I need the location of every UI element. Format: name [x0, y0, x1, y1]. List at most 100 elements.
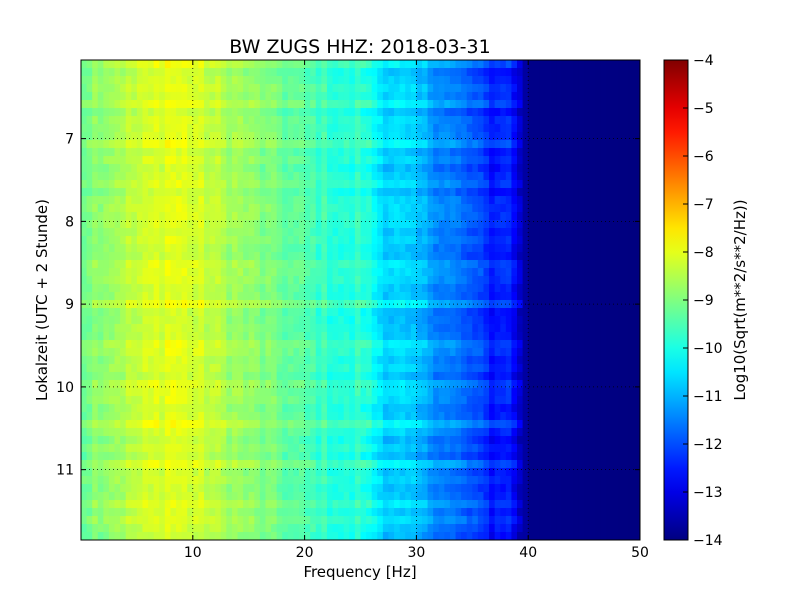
heatmap-cell [159, 212, 166, 221]
heatmap-cell [243, 220, 250, 229]
heatmap-cell [338, 348, 345, 357]
heatmap-cell [438, 196, 445, 205]
heatmap-cell [248, 228, 255, 237]
heatmap-cell [310, 84, 317, 93]
heatmap-cell [522, 396, 529, 405]
heatmap-cell [617, 324, 624, 333]
heatmap-cell [131, 340, 138, 349]
heatmap-cell [612, 76, 619, 85]
heatmap-cell [282, 76, 289, 85]
heatmap-cell [449, 388, 457, 397]
heatmap-cell [321, 156, 328, 165]
heatmap-cell [517, 388, 524, 397]
heatmap-cell [299, 68, 306, 77]
heatmap-cell [561, 76, 568, 85]
heatmap-cell [125, 140, 132, 149]
heatmap-cell [326, 284, 334, 293]
heatmap-cell [572, 332, 580, 341]
heatmap-cell [321, 204, 328, 213]
heatmap-cell [343, 60, 350, 69]
heatmap-cell [366, 92, 373, 101]
heatmap-cell [103, 92, 110, 101]
heatmap-cell [421, 228, 429, 237]
heatmap-cell [108, 260, 116, 269]
heatmap-cell [226, 292, 233, 301]
heatmap-cell [394, 332, 401, 341]
heatmap-cell [159, 244, 166, 253]
heatmap-cell [595, 164, 602, 173]
heatmap-cell [466, 452, 473, 461]
heatmap-cell [299, 340, 306, 349]
heatmap-cell [354, 164, 362, 173]
heatmap-cell [494, 332, 501, 341]
heatmap-cell [321, 452, 328, 461]
heatmap-cell [215, 236, 222, 245]
heatmap-cell [628, 172, 636, 181]
heatmap-cell [164, 164, 172, 173]
heatmap-cell [433, 452, 440, 461]
heatmap-cell [522, 324, 529, 333]
heatmap-cell [494, 412, 501, 421]
heatmap-cell [159, 156, 166, 165]
heatmap-cell [304, 396, 311, 405]
heatmap-cell [321, 436, 328, 445]
heatmap-cell [315, 60, 322, 69]
heatmap-cell [220, 140, 227, 149]
heatmap-cell [455, 172, 462, 181]
heatmap-cell [310, 284, 317, 293]
heatmap-cell [466, 244, 473, 253]
heatmap-cell [254, 180, 261, 189]
heatmap-cell [561, 156, 568, 165]
heatmap-cell [421, 196, 429, 205]
heatmap-cell [315, 292, 322, 301]
heatmap-cell [544, 148, 552, 157]
heatmap-cell [226, 148, 233, 157]
heatmap-cell [192, 388, 199, 397]
heatmap-cell [567, 108, 574, 117]
heatmap-cell [332, 292, 339, 301]
heatmap-cell [103, 420, 110, 429]
heatmap-cell [243, 156, 250, 165]
heatmap-cell [623, 292, 630, 301]
heatmap-cell [472, 260, 479, 269]
heatmap-cell [142, 172, 149, 181]
heatmap-cell [338, 60, 345, 69]
heatmap-cell [433, 212, 440, 221]
heatmap-cell [276, 180, 283, 189]
heatmap-cell [170, 76, 177, 85]
heatmap-cell [472, 76, 479, 85]
heatmap-cell [600, 116, 608, 125]
heatmap-cell [360, 356, 367, 365]
heatmap-cell [584, 212, 591, 221]
heatmap-cell [220, 84, 227, 93]
heatmap-cell [276, 372, 283, 381]
heatmap-cell [136, 180, 144, 189]
heatmap-cell [494, 388, 501, 397]
heatmap-cell [472, 148, 479, 157]
heatmap-cell [628, 444, 636, 453]
heatmap-cell [572, 188, 580, 197]
heatmap-cell [617, 292, 624, 301]
heatmap-cell [332, 444, 339, 453]
heatmap-cell [304, 284, 311, 293]
heatmap-cell [187, 196, 194, 205]
heatmap-cell [142, 268, 149, 277]
heatmap-cell [259, 404, 267, 413]
heatmap-cell [595, 308, 602, 317]
heatmap-cell [97, 92, 104, 101]
heatmap-cell [103, 308, 110, 317]
heatmap-cell [243, 348, 250, 357]
heatmap-cell [617, 212, 624, 221]
heatmap-cell [421, 132, 429, 141]
heatmap-cell [321, 444, 328, 453]
heatmap-cell [170, 292, 177, 301]
heatmap-cell [539, 236, 546, 245]
heatmap-cell [360, 164, 367, 173]
heatmap-cell [187, 444, 194, 453]
heatmap-cell [472, 276, 479, 285]
heatmap-cell [517, 236, 524, 245]
heatmap-cell [410, 196, 417, 205]
heatmap-cell [321, 132, 328, 141]
heatmap-cell [623, 340, 630, 349]
heatmap-cell [617, 244, 624, 253]
